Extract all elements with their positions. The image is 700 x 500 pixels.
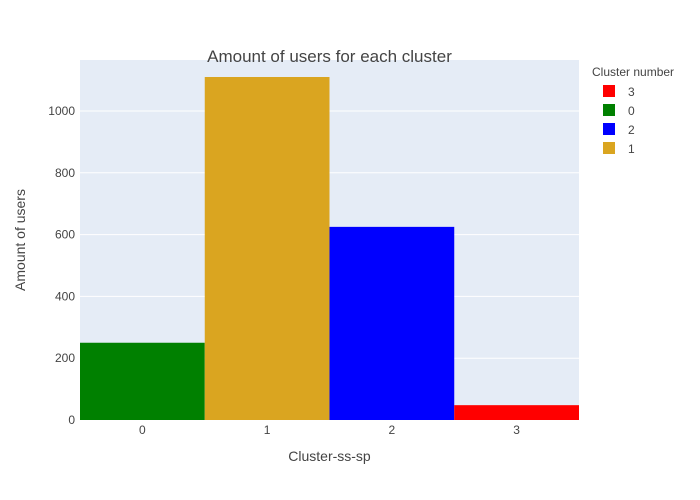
- x-tick-label: 2: [389, 423, 396, 437]
- legend-swatch: [603, 123, 615, 135]
- y-tick-label: 200: [55, 351, 75, 365]
- y-tick-label: 600: [55, 228, 75, 242]
- legend-item[interactable]: 1: [603, 142, 635, 156]
- y-tick-label: 0: [68, 413, 75, 427]
- legend-label: 2: [628, 123, 635, 137]
- legend-item[interactable]: 2: [603, 123, 635, 137]
- legend-swatch: [603, 142, 615, 154]
- bar-cluster-1: [204, 76, 330, 421]
- x-axis-ticks: 0 1 2 3: [139, 423, 520, 437]
- legend-item[interactable]: 0: [603, 104, 635, 118]
- x-tick-label: 0: [139, 423, 146, 437]
- bar-cluster-3: [454, 405, 579, 420]
- legend: Cluster number 3 0 2 1: [592, 65, 674, 156]
- y-tick-label: 400: [55, 289, 75, 303]
- x-tick-label: 3: [513, 423, 520, 437]
- x-tick-label: 1: [264, 423, 271, 437]
- legend-title: Cluster number: [592, 65, 674, 79]
- legend-label: 3: [628, 85, 635, 99]
- legend-swatch: [603, 85, 615, 97]
- legend-label: 1: [628, 142, 635, 156]
- bar-cluster-2: [329, 226, 455, 420]
- legend-items: 3 0 2 1: [603, 85, 635, 156]
- y-axis-ticks: 0 200 400 600 800 1000: [48, 104, 75, 427]
- bar-cluster-0: [80, 342, 205, 420]
- legend-swatch: [603, 104, 615, 116]
- bars: [80, 76, 579, 421]
- legend-item[interactable]: 3: [603, 85, 635, 99]
- y-axis-title: Amount of users: [12, 189, 28, 291]
- legend-label: 0: [628, 104, 635, 118]
- chart-title: Amount of users for each cluster: [207, 47, 452, 66]
- y-tick-label: 800: [55, 166, 75, 180]
- y-tick-label: 1000: [48, 104, 75, 118]
- x-axis-title: Cluster-ss-sp: [288, 448, 371, 464]
